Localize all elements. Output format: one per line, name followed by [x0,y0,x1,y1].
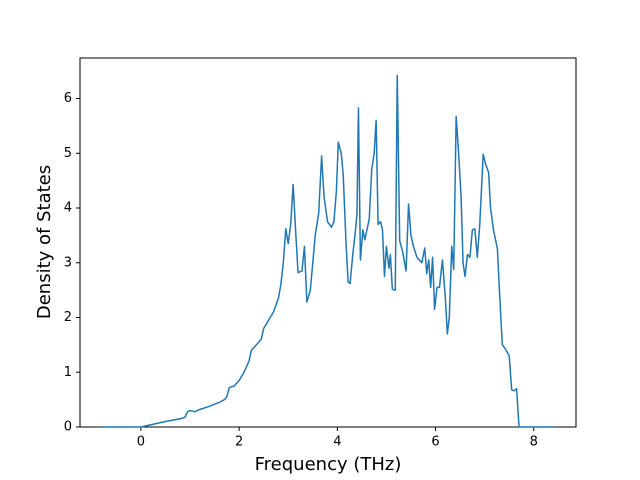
x-tick-label: 4 [333,435,341,450]
y-tick-label: 5 [64,146,72,161]
axes-frame [79,57,577,428]
x-tick-label: 8 [530,435,538,450]
data-line [102,74,554,428]
y-tick-label: 4 [64,201,72,216]
x-axis-label: Frequency (THz) [255,454,402,475]
y-tick-label: 1 [64,365,72,380]
x-tick-label: 0 [137,435,145,450]
y-axis-label: Density of States [34,165,55,319]
y-tick-label: 3 [64,255,72,270]
x-tick-label: 2 [235,435,243,450]
x-tick-label: 6 [431,435,439,450]
y-tick-label: 0 [64,420,72,435]
y-tick-label: 2 [64,310,72,325]
y-tick-label: 6 [64,91,72,106]
